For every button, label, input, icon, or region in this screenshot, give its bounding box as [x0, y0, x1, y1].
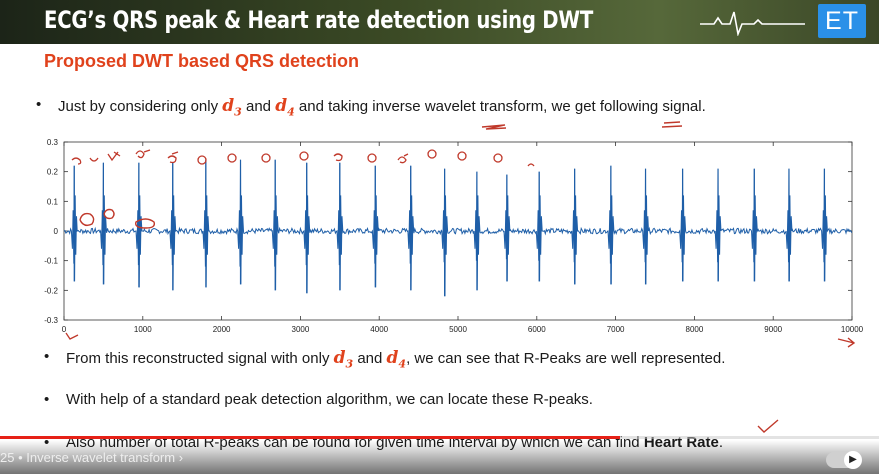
x-tick-label: 8000 [686, 325, 704, 334]
chapter-title: Inverse wavelet transform [26, 450, 176, 465]
chapter-number: 25 • [0, 450, 27, 465]
slide-header: ECG’s QRS peak & Heart rate detection us… [0, 0, 879, 44]
signal-line [63, 159, 853, 297]
signal-chart: 0 1000 2000 3000 4000 5000 6000 7000 8000 9000 100… [44, 138, 864, 334]
d3-symbol: d3 [222, 96, 242, 119]
slide-title: ECG’s QRS peak & Heart rate detection us… [44, 6, 594, 34]
y-tick-label: -0.3 [44, 316, 58, 325]
x-tick-label: 0 [62, 325, 67, 334]
x-tick-label: 1000 [134, 325, 152, 334]
channel-logo: ET [818, 4, 866, 38]
x-tick-label: 5000 [449, 325, 467, 334]
bullet-dot: • [44, 391, 50, 408]
y-tick-label: -0.1 [44, 257, 58, 266]
x-tick-label: 6000 [528, 325, 546, 334]
progress-bar-track[interactable] [619, 436, 879, 439]
y-tick-label: -0.2 [44, 286, 58, 295]
x-tick-label: 2000 [213, 325, 231, 334]
player-bottom-shade [0, 440, 879, 474]
bullet-dot: • [36, 96, 42, 113]
ecg-logo-icon [700, 11, 805, 36]
progress-bar-played[interactable] [0, 436, 620, 439]
x-tick-label: 4000 [370, 325, 388, 334]
chevron-right-icon: › [178, 450, 184, 465]
bullet-2-text: From this reconstructed signal with only… [66, 348, 726, 371]
y-tick-label: 0.3 [47, 138, 59, 147]
y-tick-label: 0 [54, 227, 59, 236]
chapter-button[interactable]: 25 • Inverse wavelet transform › [0, 450, 183, 465]
x-tick-label: 7000 [607, 325, 625, 334]
x-tick-label: 3000 [292, 325, 310, 334]
bullet-dot: • [44, 348, 50, 365]
bullet-1-text: Just by considering only d3 and d4 and t… [58, 96, 706, 119]
play-icon: ▶ [844, 451, 862, 469]
y-tick-label: 0.2 [47, 168, 59, 177]
x-tick-label: 9000 [764, 325, 782, 334]
d4-symbol: d4 [275, 96, 295, 119]
d4-symbol: d4 [386, 348, 407, 371]
y-tick-label: 0.1 [47, 197, 59, 206]
d3-symbol: d3 [333, 348, 354, 371]
slide-subtitle: Proposed DWT based QRS detection [44, 51, 360, 71]
autoplay-toggle[interactable]: ▶ [826, 451, 862, 469]
x-tick-label: 10000 [841, 325, 864, 334]
bullet-3-text: With help of a standard peak detection a… [66, 391, 593, 408]
